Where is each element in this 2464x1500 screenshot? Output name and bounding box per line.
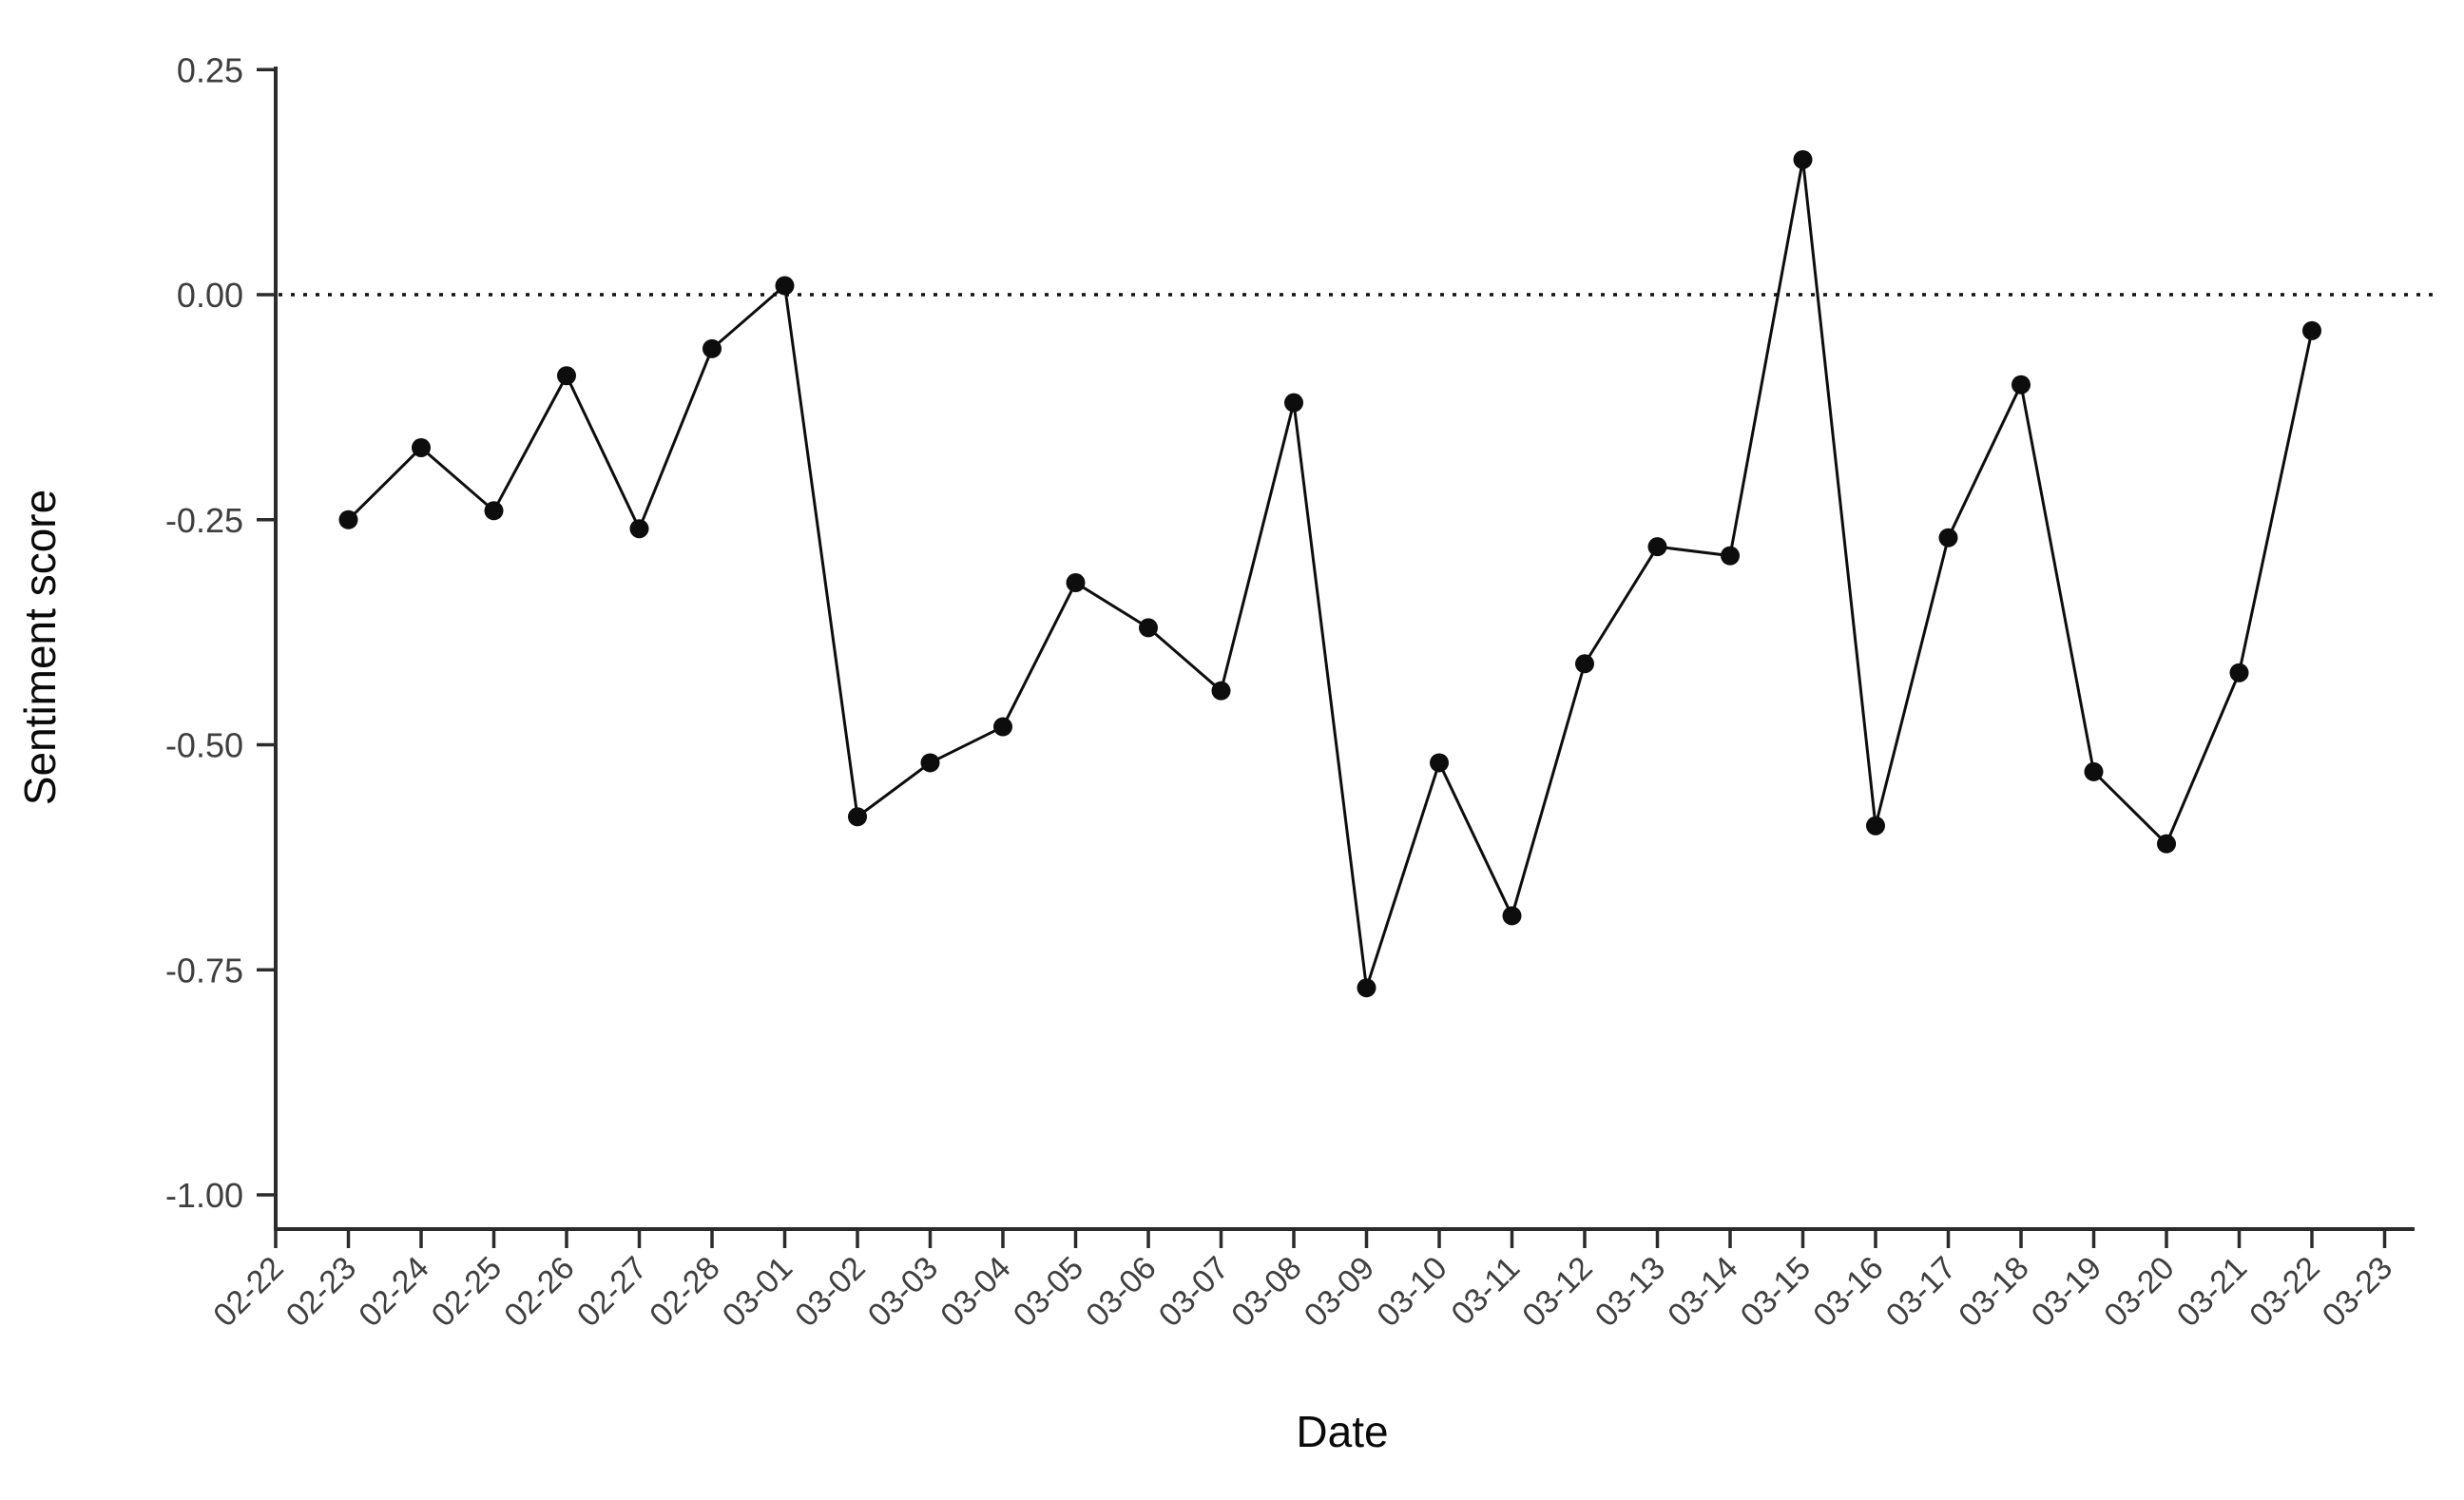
x-tick-label: 03-07 [1152, 1250, 1236, 1334]
data-point-marker [1647, 537, 1667, 557]
data-point-marker [920, 753, 940, 773]
data-point-marker [338, 510, 358, 529]
x-tick-label: 03-09 [1298, 1250, 1381, 1334]
data-point-marker [1211, 681, 1231, 701]
x-tick-label: 02-27 [570, 1250, 654, 1334]
data-point-marker [484, 501, 504, 521]
x-tick-label: 03-12 [1515, 1250, 1599, 1334]
data-point-marker [1357, 978, 1376, 998]
data-point-marker [412, 437, 431, 457]
data-point-marker [2302, 320, 2321, 340]
x-tick-label: 03-08 [1224, 1250, 1308, 1334]
data-point-marker [775, 276, 795, 296]
y-tick-label: 0.00 [177, 276, 243, 315]
data-point-marker [1866, 816, 1885, 836]
sentiment-line [347, 158, 2314, 990]
x-tick-label: 03-13 [1588, 1250, 1672, 1334]
axes-layer: 0.250.00-0.25-0.50-0.75-1.0002-2202-2302… [165, 50, 2415, 1334]
x-tick-label: 03-05 [1007, 1250, 1090, 1334]
data-point-marker [1721, 546, 1740, 566]
x-tick-label: 03-15 [1734, 1250, 1818, 1334]
data-point-marker [2229, 663, 2249, 683]
data-point-marker [1793, 149, 1813, 169]
data-point-marker [848, 807, 867, 827]
y-tick-label: -1.00 [165, 1176, 243, 1215]
data-point-marker [1575, 654, 1594, 674]
data-series-layer [338, 149, 2321, 998]
y-tick-label: -0.75 [165, 951, 243, 990]
data-point-marker [1938, 528, 1958, 548]
x-tick-label: 03-11 [1445, 1250, 1528, 1333]
y-tick-label: -0.25 [165, 501, 243, 540]
x-tick-label: 02-26 [497, 1250, 581, 1334]
x-tick-label: 03-02 [788, 1250, 872, 1334]
data-point-marker [1284, 393, 1303, 413]
x-tick-label: 03-01 [716, 1250, 799, 1334]
data-point-marker [1430, 753, 1449, 773]
x-tick-label: 03-16 [1806, 1250, 1890, 1334]
data-point-marker [2157, 834, 2176, 854]
x-tick-label: 03-18 [1952, 1250, 2035, 1334]
x-tick-label: 03-04 [934, 1250, 1017, 1334]
data-point-marker [1139, 618, 1158, 638]
x-tick-label: 03-22 [2243, 1250, 2326, 1334]
data-point-marker [2084, 761, 2104, 781]
x-tick-label: 03-03 [861, 1250, 945, 1334]
x-tick-label: 03-19 [2025, 1250, 2108, 1334]
x-tick-label: 02-23 [279, 1250, 363, 1334]
x-tick-label: 03-23 [2316, 1250, 2399, 1334]
data-point-marker [557, 366, 576, 386]
x-axis-title: Date [1296, 1407, 1388, 1456]
x-tick-label: 03-06 [1079, 1250, 1163, 1334]
data-point-marker [1502, 906, 1522, 926]
data-point-marker [1066, 573, 1086, 593]
x-tick-label: 03-21 [2170, 1250, 2254, 1334]
y-tick-label: -0.50 [165, 726, 243, 765]
x-tick-label: 02-22 [206, 1250, 290, 1334]
x-tick-label: 03-10 [1370, 1250, 1453, 1334]
x-tick-label: 03-14 [1661, 1250, 1744, 1334]
x-tick-label: 03-20 [2097, 1250, 2181, 1334]
data-point-marker [993, 717, 1012, 737]
x-tick-label: 02-24 [352, 1250, 435, 1334]
y-tick-label: 0.25 [177, 50, 243, 89]
data-point-marker [2012, 375, 2031, 394]
x-tick-label: 03-17 [1879, 1250, 1963, 1334]
y-axis-title: Sentiment score [15, 490, 65, 805]
x-tick-label: 02-25 [425, 1250, 509, 1334]
x-tick-label: 02-28 [643, 1250, 726, 1334]
data-point-marker [703, 338, 722, 358]
data-point-marker [629, 519, 649, 539]
